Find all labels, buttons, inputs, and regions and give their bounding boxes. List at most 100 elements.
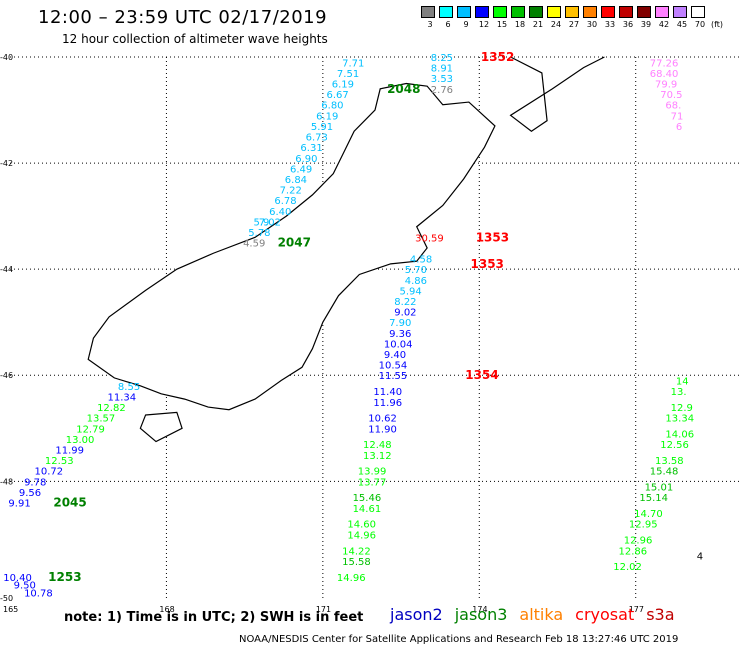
wave-height-value: 7.22 bbox=[280, 186, 302, 197]
pass-number-label: 1352 bbox=[481, 50, 514, 64]
wave-height-value: 14.60 bbox=[347, 520, 376, 531]
wave-height-value: 9.50 bbox=[14, 581, 36, 592]
legend-swatch bbox=[691, 6, 705, 18]
wave-height-value: 71 bbox=[671, 111, 684, 122]
wave-height-value: 10.62 bbox=[368, 414, 397, 425]
legend-label: 33 bbox=[604, 20, 616, 29]
wave-height-value: 12.56 bbox=[660, 440, 689, 451]
wave-height-value: 14.06 bbox=[665, 430, 694, 441]
wave-height-value: 6.90 bbox=[295, 154, 317, 165]
wave-height-value: 13.57 bbox=[87, 414, 116, 425]
legend-swatch bbox=[637, 6, 651, 18]
wave-height-value: 13.12 bbox=[363, 451, 392, 462]
legend-unit: (ft) bbox=[710, 20, 724, 29]
longitude-label: 174 bbox=[472, 605, 487, 614]
legend-label: 70 bbox=[694, 20, 706, 29]
wave-height-value: 9.78 bbox=[24, 477, 46, 488]
wave-height-value: 6.67 bbox=[327, 90, 349, 101]
wave-height-value: 30.59 bbox=[415, 233, 444, 244]
credit-line: NOAA/NESDIS Center for Satellite Applica… bbox=[239, 634, 679, 645]
wave-height-value: 14.96 bbox=[337, 573, 366, 584]
legend-label: 18 bbox=[514, 20, 526, 29]
wave-height-value: 5.78 bbox=[248, 228, 270, 239]
wave-height-value: 6.73 bbox=[306, 133, 328, 144]
legend-swatch bbox=[475, 6, 489, 18]
wave-height-value: 6.19 bbox=[332, 80, 354, 91]
wave-height-value: 12.9 bbox=[671, 403, 693, 414]
wave-height-value: 8.22 bbox=[394, 297, 416, 308]
wave-height-value: 15.46 bbox=[353, 493, 382, 504]
wave-height-value: 14.96 bbox=[347, 530, 376, 541]
wave-height-value: 8.25 bbox=[431, 53, 453, 64]
wave-height-value: 13. bbox=[671, 387, 687, 398]
legend-swatch bbox=[529, 6, 543, 18]
longitude-label: 165 bbox=[3, 605, 18, 614]
legend-label: 39 bbox=[640, 20, 652, 29]
wave-height-value: 9.56 bbox=[19, 488, 41, 499]
wave-height-value: 6.80 bbox=[321, 101, 343, 112]
satellite-name: jason2 bbox=[390, 605, 443, 624]
map-subtitle: 12 hour collection of altimeter wave hei… bbox=[62, 32, 328, 46]
wave-height-value: 12.86 bbox=[619, 546, 648, 557]
satellite-name: cryosat bbox=[575, 605, 635, 624]
legend-swatch bbox=[439, 6, 453, 18]
wave-height-value: 14 bbox=[676, 377, 689, 388]
wave-height-value: 7.51 bbox=[337, 69, 359, 80]
legend-label: 6 bbox=[445, 20, 451, 29]
wave-height-value: 11.34 bbox=[108, 392, 137, 403]
legend-label: 21 bbox=[532, 20, 544, 29]
wave-height-value: 4.86 bbox=[405, 276, 427, 287]
wave-height-value: 7.71 bbox=[342, 58, 364, 69]
wave-height-value: 12.02 bbox=[613, 562, 642, 573]
wave-height-value: 3.53 bbox=[431, 74, 453, 85]
wave-height-value: 9.40 bbox=[384, 350, 406, 361]
wave-height-value: 6.40 bbox=[269, 207, 291, 218]
wave-height-value: 5.94 bbox=[400, 286, 422, 297]
wave-height-value: 15.01 bbox=[645, 483, 674, 494]
wave-height-value: 4 bbox=[697, 552, 703, 563]
latitude-label: -46 bbox=[0, 371, 13, 380]
wave-height-value: 10.40 bbox=[3, 573, 32, 584]
wave-height-value: 9.91 bbox=[8, 499, 30, 510]
satellite-name: s3a bbox=[646, 605, 675, 624]
wave-height-value: 11.40 bbox=[373, 387, 402, 398]
legend-label: 9 bbox=[463, 20, 469, 29]
legend-label: 42 bbox=[658, 20, 670, 29]
wave-height-value: 4.59 bbox=[243, 239, 265, 250]
longitude-label: 171 bbox=[316, 605, 331, 614]
legend-label: 27 bbox=[568, 20, 580, 29]
wave-height-value: 6.84 bbox=[285, 175, 307, 186]
wave-height-value: 15.58 bbox=[342, 557, 371, 568]
wave-height-value: 68. bbox=[665, 101, 681, 112]
wave-height-value: 15.48 bbox=[650, 467, 679, 478]
wave-height-value: 12.95 bbox=[629, 520, 658, 531]
pass-number-label: 2047 bbox=[278, 236, 311, 250]
wave-height-value: 10.72 bbox=[35, 467, 64, 478]
stewart-island-coastline bbox=[139, 411, 183, 443]
longitude-label: 177 bbox=[629, 605, 644, 614]
legend-label: 12 bbox=[478, 20, 490, 29]
wave-height-value: 68.40 bbox=[650, 69, 679, 80]
wave-height-value: 5.91 bbox=[311, 122, 333, 133]
satellite-name: jason3 bbox=[454, 605, 508, 624]
pass-number-label: 1353 bbox=[471, 257, 504, 271]
pass-number-label: 1353 bbox=[476, 230, 509, 244]
latitude-label: -48 bbox=[0, 477, 13, 486]
wave-height-value: 13.58 bbox=[655, 456, 684, 467]
wave-height-value: 11.99 bbox=[55, 445, 84, 456]
satellite-legend: jason2 jason3 altika cryosat s3a bbox=[390, 605, 687, 624]
latitude-label: -40 bbox=[0, 53, 13, 62]
wave-height-value: 13.77 bbox=[358, 477, 387, 488]
legend-label: 36 bbox=[622, 20, 634, 29]
wave-height-value: 14.22 bbox=[342, 546, 371, 557]
wave-height-value: 12.79 bbox=[76, 424, 105, 435]
legend-swatch bbox=[457, 6, 471, 18]
wave-height-value: 6.49 bbox=[290, 164, 312, 175]
wave-height-value: 2.76 bbox=[431, 85, 453, 96]
wave-height-value: 10.78 bbox=[24, 589, 53, 600]
legend-label: 3 bbox=[427, 20, 433, 29]
wave-height-value: 79.9 bbox=[655, 80, 677, 91]
legend-swatch bbox=[601, 6, 615, 18]
legend-swatch bbox=[565, 6, 579, 18]
map-title: 12:00 – 23:59 UTC 02/17/2019 bbox=[38, 7, 328, 28]
